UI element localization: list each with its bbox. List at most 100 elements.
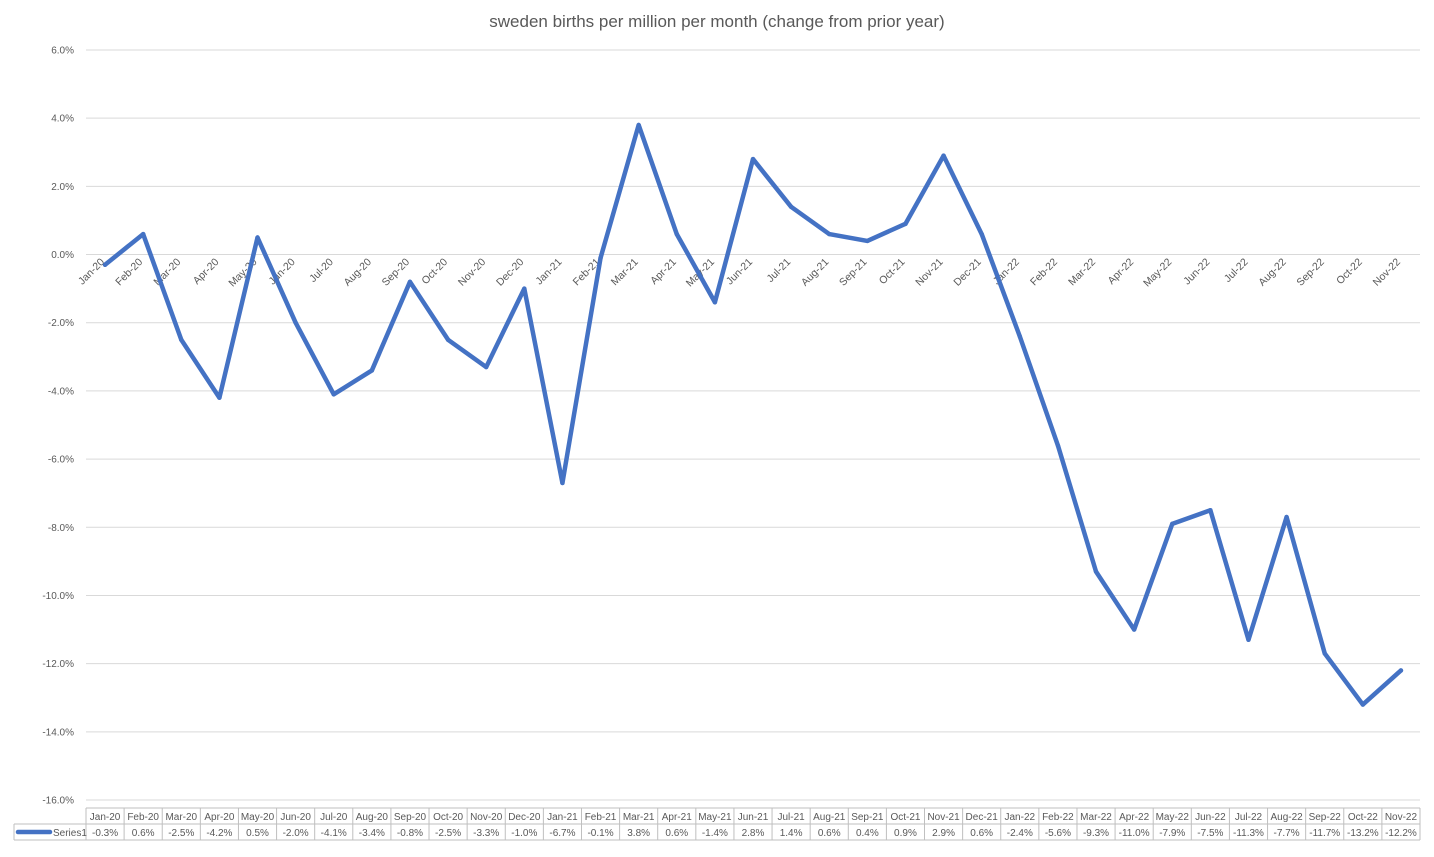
- data-point: [102, 262, 108, 267]
- data-point: [979, 231, 984, 237]
- table-category-label: May-22: [1156, 812, 1190, 823]
- table-category-label: Sep-20: [394, 812, 427, 823]
- x-tick-label: Oct-21: [877, 256, 908, 287]
- data-point: [369, 368, 375, 373]
- data-point: [788, 204, 794, 210]
- data-point: [522, 286, 527, 291]
- data-point: [255, 235, 260, 240]
- table-category-label: Jun-20: [280, 812, 311, 823]
- x-tick-label: Oct-22: [1334, 256, 1365, 287]
- table-value-label: -0.3%: [92, 828, 118, 839]
- table-value-label: 0.9%: [894, 828, 917, 839]
- data-point: [941, 153, 946, 158]
- table-value-label: -3.4%: [359, 828, 385, 839]
- table-category-label: Aug-20: [356, 812, 389, 823]
- table-category-label: Apr-20: [204, 812, 234, 823]
- table-category-label: Jan-20: [90, 812, 121, 823]
- x-tick-label: Oct-20: [419, 256, 450, 287]
- data-point: [1131, 627, 1137, 632]
- data-point: [750, 156, 756, 162]
- table-value-label: 3.8%: [627, 828, 650, 839]
- x-tick-label: Mar-22: [1066, 256, 1098, 288]
- table-value-label: -13.2%: [1347, 828, 1379, 839]
- data-point: [407, 279, 413, 285]
- table-value-label: -7.7%: [1274, 828, 1300, 839]
- table-category-label: Jan-21: [547, 812, 578, 823]
- table-value-label: -7.5%: [1197, 828, 1223, 839]
- table-value-label: -4.1%: [321, 828, 347, 839]
- data-point: [484, 364, 489, 370]
- table-category-label: Feb-22: [1042, 812, 1074, 823]
- table-category-label: May-21: [698, 812, 732, 823]
- y-tick-label: 0.0%: [51, 250, 74, 261]
- table-category-label: Sep-21: [851, 812, 884, 823]
- table-value-label: 0.5%: [246, 828, 269, 839]
- data-point: [1398, 668, 1404, 673]
- x-tick-label: Sep-21: [837, 256, 870, 289]
- data-point: [331, 392, 336, 397]
- data-point: [712, 300, 718, 305]
- table-category-label: Nov-21: [927, 812, 960, 823]
- data-point: [445, 337, 451, 342]
- table-value-label: -0.8%: [397, 828, 423, 839]
- x-tick-label: Nov-22: [1371, 256, 1404, 289]
- table-value-label: 2.9%: [932, 828, 955, 839]
- data-point: [179, 337, 184, 342]
- table-category-label: Mar-21: [623, 812, 655, 823]
- x-tick-label: Nov-20: [456, 256, 489, 289]
- table-value-label: -12.2%: [1385, 828, 1417, 839]
- y-tick-label: -16.0%: [42, 796, 74, 807]
- table-value-label: 1.4%: [780, 828, 803, 839]
- y-tick-label: -4.0%: [48, 386, 74, 397]
- series-line-series1: [102, 122, 1404, 707]
- table-value-label: -11.0%: [1119, 828, 1150, 839]
- table-value-label: 2.8%: [742, 828, 765, 839]
- table-category-label: Oct-21: [890, 812, 920, 823]
- x-tick-label: May-22: [1141, 256, 1174, 289]
- table-category-label: Sep-22: [1309, 812, 1342, 823]
- x-tick-label: Apr-22: [1105, 256, 1136, 287]
- table-value-label: -2.4%: [1007, 828, 1033, 839]
- x-tick-label: Feb-20: [113, 256, 145, 288]
- table-category-label: Aug-22: [1270, 812, 1303, 823]
- table-category-label: Dec-20: [508, 812, 541, 823]
- y-tick-label: 6.0%: [51, 46, 74, 57]
- data-point: [140, 231, 146, 237]
- chart-title: sweden births per million per month (cha…: [489, 12, 945, 31]
- table-value-label: -1.4%: [702, 828, 728, 839]
- x-tick-label: Dec-20: [494, 256, 527, 289]
- data-point: [598, 255, 603, 261]
- table-value-label: 0.6%: [818, 828, 841, 839]
- y-tick-label: -2.0%: [48, 318, 74, 329]
- y-tick-label: 4.0%: [51, 114, 74, 125]
- table-category-label: Jul-20: [320, 812, 348, 823]
- table-category-label: Nov-22: [1385, 812, 1418, 823]
- table-value-label: 0.6%: [970, 828, 993, 839]
- x-tick-label: Sep-22: [1294, 256, 1327, 289]
- table-category-label: Apr-22: [1119, 812, 1149, 823]
- table-value-label: -9.3%: [1083, 828, 1109, 839]
- x-tick-label: Jan-20: [76, 256, 107, 287]
- data-point: [636, 122, 641, 128]
- table-category-label: Oct-22: [1348, 812, 1378, 823]
- data-point: [1055, 443, 1061, 448]
- data-point: [1017, 334, 1022, 339]
- table-category-label: Jul-22: [1235, 812, 1263, 823]
- x-tick-label: May-20: [226, 256, 259, 289]
- table-value-label: -4.2%: [206, 828, 232, 839]
- table-category-label: Aug-21: [813, 812, 846, 823]
- table-value-label: -6.7%: [549, 828, 575, 839]
- table-value-label: -11.7%: [1309, 828, 1340, 839]
- table-value-label: -2.5%: [435, 828, 461, 839]
- table-value-label: -2.5%: [168, 828, 194, 839]
- y-tick-label: -10.0%: [42, 591, 74, 602]
- x-tick-label: Jul-21: [765, 256, 794, 285]
- data-point: [1322, 651, 1327, 656]
- table-value-label: 0.6%: [132, 828, 155, 839]
- table-category-label: Jun-22: [1195, 812, 1226, 823]
- x-tick-label: Jul-20: [307, 256, 336, 285]
- y-tick-label: -6.0%: [48, 455, 74, 466]
- table-category-label: Mar-20: [165, 812, 197, 823]
